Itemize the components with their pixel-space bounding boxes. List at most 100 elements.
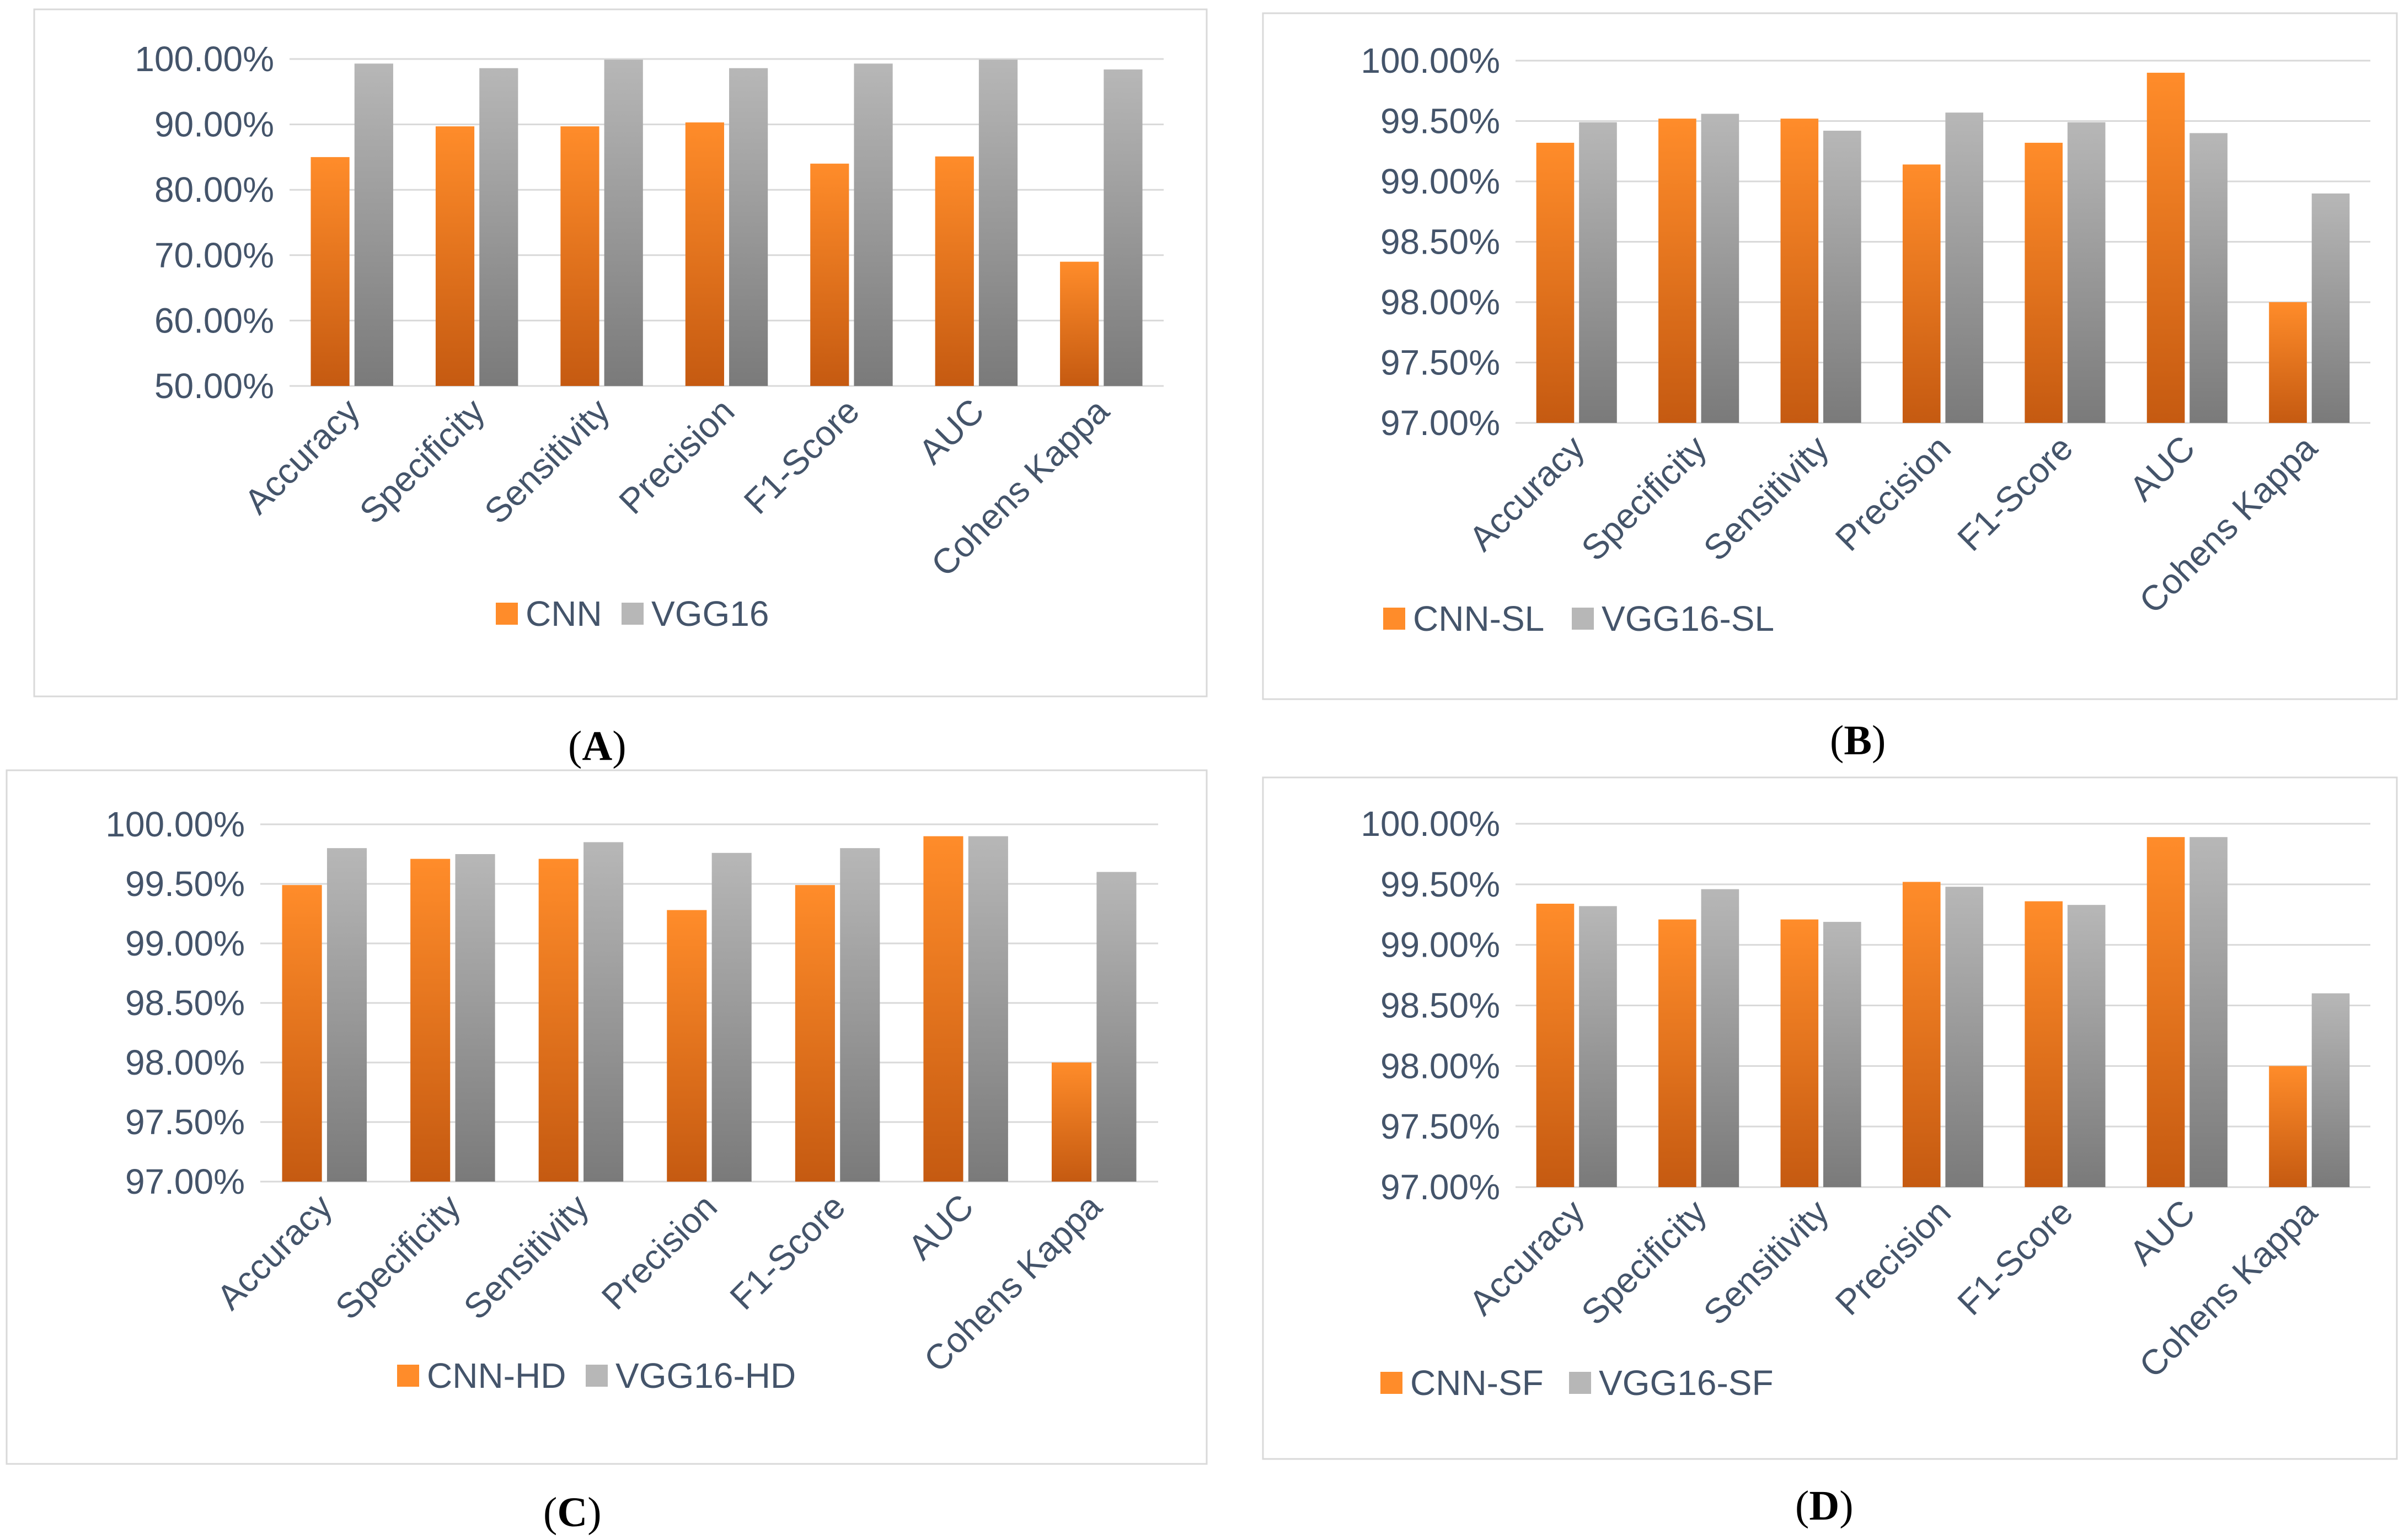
bar-series-2 xyxy=(2189,133,2228,423)
bar-series-2 xyxy=(354,63,393,386)
y-tick-label: 90.00% xyxy=(154,105,274,144)
bar-series-1 xyxy=(1658,919,1696,1187)
legend-swatch xyxy=(586,1365,608,1387)
legend-swatch xyxy=(1383,608,1405,630)
bar-series-1 xyxy=(2025,142,2063,423)
bar-series-2 xyxy=(604,60,643,387)
y-tick-label: 99.00% xyxy=(1380,925,1500,965)
legend-label: CNN-SL xyxy=(1413,599,1544,638)
bar-series-1 xyxy=(795,885,835,1182)
y-tick-label: 99.00% xyxy=(125,924,245,963)
caption-b: (B) xyxy=(1830,717,1886,764)
bar-series-2 xyxy=(1104,69,1143,386)
y-tick-label: 97.00% xyxy=(125,1162,245,1201)
y-tick-label: 98.00% xyxy=(125,1043,245,1082)
y-tick-label: 100.00% xyxy=(135,39,274,79)
bar-series-2 xyxy=(1701,889,1739,1187)
bar-series-2 xyxy=(1579,122,1617,423)
bar-series-2 xyxy=(1945,887,1984,1187)
bar-series-1 xyxy=(2269,1066,2307,1187)
y-tick-label: 99.00% xyxy=(1380,162,1500,201)
bar-series-1 xyxy=(667,910,707,1182)
y-tick-label: 98.00% xyxy=(1380,282,1500,322)
caption-d: (D) xyxy=(1795,1483,1854,1529)
bar-series-2 xyxy=(968,836,1008,1182)
y-tick-label: 100.00% xyxy=(105,804,245,844)
bar-series-1 xyxy=(923,836,963,1182)
bar-series-1 xyxy=(2269,302,2307,423)
y-tick-label: 97.50% xyxy=(1380,343,1500,383)
y-tick-label: 100.00% xyxy=(1361,41,1500,81)
bar-series-1 xyxy=(1780,119,1819,423)
legend-label: VGG16-SF xyxy=(1599,1363,1774,1403)
chart-panel-d: 97.00% 97.50% 98.00% 98.50% 99.00% 99.50% 100.… xyxy=(1262,776,2398,1460)
y-tick-label: 99.50% xyxy=(125,864,245,904)
bar-series-1 xyxy=(435,126,475,386)
legend-label: VGG16 xyxy=(651,594,769,634)
bar-series-2 xyxy=(978,60,1018,387)
bar-series-1 xyxy=(685,122,724,387)
legend-label: VGG16-HD xyxy=(615,1356,796,1396)
caption-a: (A) xyxy=(568,723,627,769)
y-tick-label: 98.00% xyxy=(1380,1046,1500,1086)
bar-series-2 xyxy=(326,848,367,1182)
legend-label: CNN xyxy=(526,594,602,634)
bar-series-2 xyxy=(1579,906,1617,1187)
legend-swatch xyxy=(1569,1372,1591,1394)
bar-series-1 xyxy=(2146,837,2185,1187)
bar-series-2 xyxy=(2311,193,2350,423)
y-tick-label: 97.50% xyxy=(125,1102,245,1142)
y-tick-label: 97.50% xyxy=(1380,1107,1500,1146)
chart-panel-b: 97.00% 97.50% 98.00% 98.50% 99.00% 99.50% 100.… xyxy=(1262,12,2398,700)
legend-swatch xyxy=(496,603,518,625)
bar-series-2 xyxy=(840,848,880,1182)
bar-series-1 xyxy=(560,126,599,386)
bar-series-2 xyxy=(1823,131,1861,423)
bar-series-2 xyxy=(583,842,624,1182)
legend-swatch xyxy=(1380,1372,1402,1394)
bar-series-2 xyxy=(2067,122,2106,423)
bar-series-1 xyxy=(1051,1063,1092,1182)
y-tick-label: 80.00% xyxy=(154,170,274,210)
caption-c: (C) xyxy=(543,1489,602,1536)
bar-series-2 xyxy=(2311,993,2350,1187)
bar-series-2 xyxy=(854,63,893,386)
y-tick-label: 98.50% xyxy=(1380,986,1500,1026)
bar-series-1 xyxy=(1780,919,1819,1187)
bar-series-1 xyxy=(282,885,322,1182)
chart-panel-c: 97.00% 97.50% 98.00% 98.50% 99.00% 99.50% 100.… xyxy=(6,769,1208,1465)
bar-series-1 xyxy=(1536,903,1575,1187)
bar-series-1 xyxy=(1902,882,1941,1187)
y-tick-label: 97.00% xyxy=(1380,403,1500,443)
bar-series-2 xyxy=(1945,112,1984,423)
legend-label: CNN-HD xyxy=(427,1356,566,1396)
legend-swatch xyxy=(1572,608,1594,630)
bar-series-1 xyxy=(1060,261,1099,386)
bar-series-2 xyxy=(1096,872,1137,1182)
y-tick-label: 100.00% xyxy=(1361,804,1500,844)
bar-series-2 xyxy=(1823,921,1861,1187)
y-tick-label: 60.00% xyxy=(154,301,274,340)
bar-series-2 xyxy=(1701,114,1739,423)
bar-series-1 xyxy=(1902,164,1941,423)
y-tick-label: 70.00% xyxy=(154,235,274,275)
chart-panel-a: 50.00%60.00%70.00%80.00%90.00%100.00%Acc… xyxy=(33,8,1208,697)
y-tick-label: 99.50% xyxy=(1380,865,1500,904)
legend-swatch xyxy=(622,603,644,625)
bar-series-2 xyxy=(479,68,518,386)
bar-series-2 xyxy=(729,68,768,386)
bar-series-1 xyxy=(310,157,350,386)
bar-series-2 xyxy=(711,852,752,1182)
y-tick-label: 99.50% xyxy=(1380,101,1500,141)
bar-series-2 xyxy=(455,854,495,1182)
y-tick-label: 98.50% xyxy=(1380,222,1500,262)
bar-series-1 xyxy=(1658,119,1696,423)
bar-series-2 xyxy=(2067,905,2106,1187)
y-tick-label: 97.00% xyxy=(1380,1167,1500,1207)
y-tick-label: 50.00% xyxy=(154,366,274,406)
bar-series-1 xyxy=(1536,142,1575,423)
bar-series-1 xyxy=(810,163,849,386)
legend-label: CNN-SF xyxy=(1410,1363,1544,1403)
legend-label: VGG16-SL xyxy=(1602,599,1774,638)
bar-series-1 xyxy=(2025,901,2063,1187)
